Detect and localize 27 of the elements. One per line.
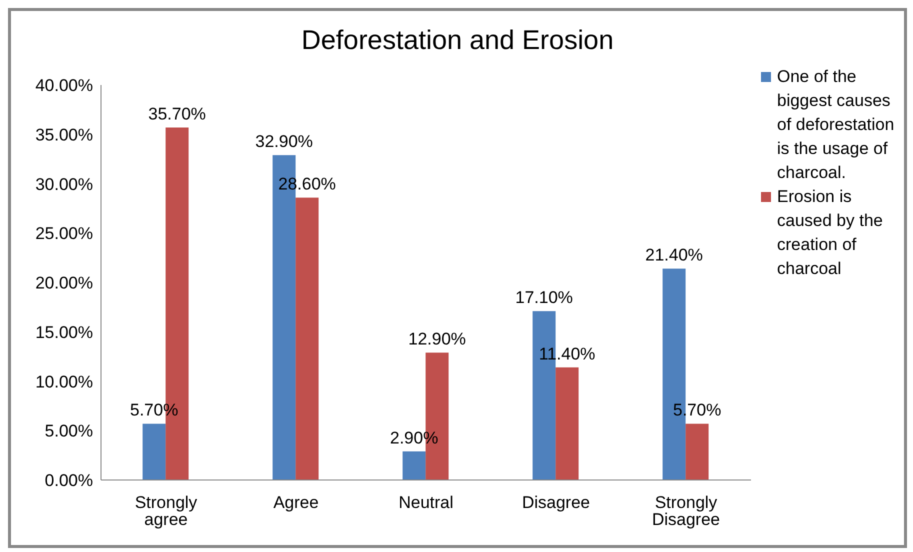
x-tick-label: Strongly agree bbox=[134, 493, 198, 530]
y-tick-label: 25.00% bbox=[35, 224, 93, 244]
bar bbox=[296, 198, 319, 480]
bar bbox=[556, 367, 579, 480]
data-label: 21.40% bbox=[645, 246, 703, 265]
bar bbox=[402, 451, 426, 480]
y-tick-label: 15.00% bbox=[35, 322, 93, 342]
data-label: 17.10% bbox=[515, 288, 573, 308]
bar bbox=[142, 424, 166, 480]
y-tick-label: 10.00% bbox=[35, 372, 93, 392]
data-label: 12.90% bbox=[408, 330, 466, 349]
y-tick-label: 35.00% bbox=[35, 125, 93, 144]
y-tick-label: 0.00% bbox=[44, 471, 93, 490]
legend-label: One of the biggest causes of deforestation is the usage of charcoal. bbox=[777, 66, 896, 184]
y-tick-label: 40.00% bbox=[35, 76, 93, 96]
x-tick-label: Strongly Disagree bbox=[652, 493, 720, 530]
data-label: 35.70% bbox=[148, 104, 206, 124]
x-tick-label: Disagree bbox=[522, 493, 590, 512]
bar bbox=[686, 424, 709, 480]
x-tick-label: Agree bbox=[273, 493, 319, 512]
legend-label: Erosion is caused by the creation of charcoal bbox=[777, 186, 884, 280]
chart-title: Deforestation and Erosion bbox=[300, 25, 615, 57]
x-tick-label: Neutral bbox=[398, 493, 454, 512]
y-tick-label: 30.00% bbox=[35, 174, 93, 194]
y-tick-label: 20.00% bbox=[35, 274, 93, 293]
y-tick-label: 5.00% bbox=[44, 422, 93, 441]
data-label: 32.90% bbox=[255, 132, 313, 152]
